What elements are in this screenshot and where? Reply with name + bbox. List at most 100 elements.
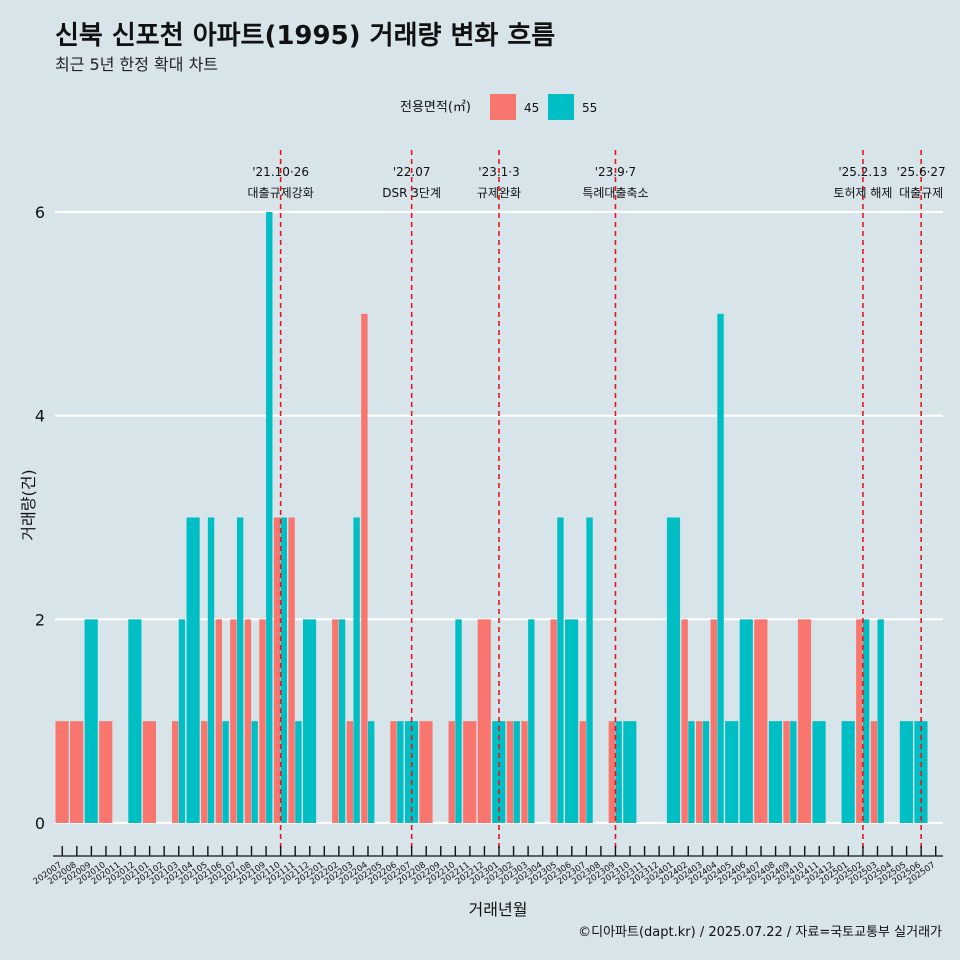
bar-202105-45 — [201, 721, 208, 823]
bar-202409-55 — [790, 721, 797, 823]
bar-202204-45 — [361, 313, 368, 823]
bar-202305-55 — [557, 517, 564, 823]
y-tick-label-0: 0 — [35, 814, 45, 833]
bar-202502-45 — [856, 619, 863, 823]
bar-202012-55 — [128, 619, 142, 823]
bar-202503-45 — [870, 721, 878, 823]
bar-202501-55 — [841, 721, 855, 823]
bar-202403-55 — [702, 721, 710, 823]
bar-202211-45 — [463, 721, 477, 823]
bar-202206-55 — [397, 721, 404, 823]
bar-202305-45 — [550, 619, 557, 823]
bar-202105-55 — [207, 517, 215, 823]
y-axis: 0 2 4 6 — [35, 203, 45, 833]
bar-202008-45 — [70, 721, 84, 823]
chart-title: 신북 신포천 아파트(1995) 거래량 변화 흐름 — [55, 21, 555, 51]
event-label-0: 대출규제강화 — [248, 186, 314, 200]
bar-202106-55 — [222, 721, 229, 823]
bar-202210-55 — [455, 619, 462, 823]
bar-202109-45 — [259, 619, 266, 823]
bar-202007-45 — [55, 721, 69, 823]
bar-202404-55 — [717, 313, 724, 823]
bar-202111-45 — [288, 517, 295, 823]
legend-swatch-45 — [490, 94, 516, 120]
bar-202010-45 — [99, 721, 113, 823]
bar-202103-45 — [171, 721, 179, 823]
event-date-1: '22.07 — [393, 165, 431, 179]
bar-202411-55 — [812, 721, 826, 823]
bar-202401-55 — [666, 517, 681, 823]
x-axis: 2020072020082020092020102020112020122021… — [32, 846, 943, 887]
bar-202302-55 — [513, 721, 520, 823]
bar-202410-45 — [797, 619, 812, 823]
legend-swatch-55 — [548, 94, 574, 120]
bar-202208-45 — [419, 721, 433, 823]
event-label-3: 특례대출축소 — [582, 186, 648, 200]
bar-202109-55 — [266, 212, 273, 823]
bar-202104-55 — [186, 517, 200, 823]
bar-202309-45 — [608, 721, 616, 823]
bar-202408-55 — [768, 721, 782, 823]
bar-202107-45 — [230, 619, 237, 823]
bar-202206-45 — [390, 721, 397, 823]
bar-202009-55 — [84, 619, 98, 823]
bar-202402-45 — [681, 619, 688, 823]
bar-202103-55 — [178, 619, 186, 823]
bar-202307-55 — [586, 517, 593, 823]
event-label-4: 토허제 해제 — [833, 186, 892, 200]
bar-202309-55 — [615, 721, 622, 823]
legend-label-45: 45 — [524, 101, 539, 115]
bar-202101-45 — [142, 721, 157, 823]
bar-202405-55 — [725, 721, 739, 823]
bar-202202-45 — [332, 619, 339, 823]
bar-202307-45 — [579, 721, 586, 823]
bar-202106-45 — [215, 619, 223, 823]
bar-202203-55 — [353, 517, 360, 823]
bar-202107-55 — [236, 517, 244, 823]
bar-202108-55 — [251, 721, 258, 823]
y-tick-label-2: 2 — [35, 610, 45, 629]
event-date-4: '25.2.13 — [838, 165, 887, 179]
bars — [55, 212, 928, 823]
y-axis-label: 거래량(건) — [19, 469, 38, 540]
bar-202407-45 — [754, 619, 768, 823]
bar-202112-55 — [302, 619, 317, 823]
bar-202502-55 — [862, 619, 870, 823]
x-axis-label: 거래년월 — [469, 900, 528, 919]
bar-202306-55 — [565, 619, 579, 823]
bar-202406-55 — [739, 619, 753, 823]
event-label-2: 규제완화 — [477, 186, 521, 200]
bar-202403-45 — [696, 721, 703, 823]
legend-title: 전용면적(㎡) — [400, 100, 471, 115]
bar-202303-55 — [528, 619, 535, 823]
bar-202503-55 — [877, 619, 884, 823]
bar-202108-45 — [244, 619, 252, 823]
bar-202505-55 — [899, 721, 913, 823]
chart-subtitle: 최근 5년 한정 확대 차트 — [55, 55, 218, 74]
caption: ©디아파트(dapt.kr) / 2025.07.22 / 자료=국토교통부 실… — [578, 925, 942, 940]
bar-202203-45 — [346, 721, 354, 823]
event-label-1: DSR 3단계 — [382, 186, 441, 200]
event-label-5: 대출규제 — [899, 186, 943, 200]
y-tick-label-4: 4 — [35, 407, 45, 426]
event-date-2: '23.1·3 — [478, 165, 519, 179]
event-markers: '21.10·26 대출규제강화 '22.07 DSR 3단계 '23.1·3 규제완화 '… — [248, 150, 946, 850]
bar-202212-45 — [477, 619, 491, 823]
event-date-0: '21.10·26 — [252, 165, 309, 179]
bar-202302-45 — [506, 721, 514, 823]
y-tick-label-6: 6 — [35, 203, 45, 222]
bar-202202-55 — [338, 619, 346, 823]
bar-202110-55 — [280, 517, 288, 823]
event-date-3: '23.9·7 — [595, 165, 636, 179]
bar-202111-55 — [295, 721, 302, 823]
bar-202210-45 — [448, 721, 455, 823]
bar-202303-45 — [521, 721, 528, 823]
bar-202110-45 — [273, 517, 281, 823]
bar-202402-55 — [688, 721, 695, 823]
bar-202409-45 — [783, 721, 790, 823]
legend-label-55: 55 — [582, 101, 597, 115]
bar-202310-55 — [623, 721, 637, 823]
event-date-5: '25.6·27 — [897, 165, 946, 179]
